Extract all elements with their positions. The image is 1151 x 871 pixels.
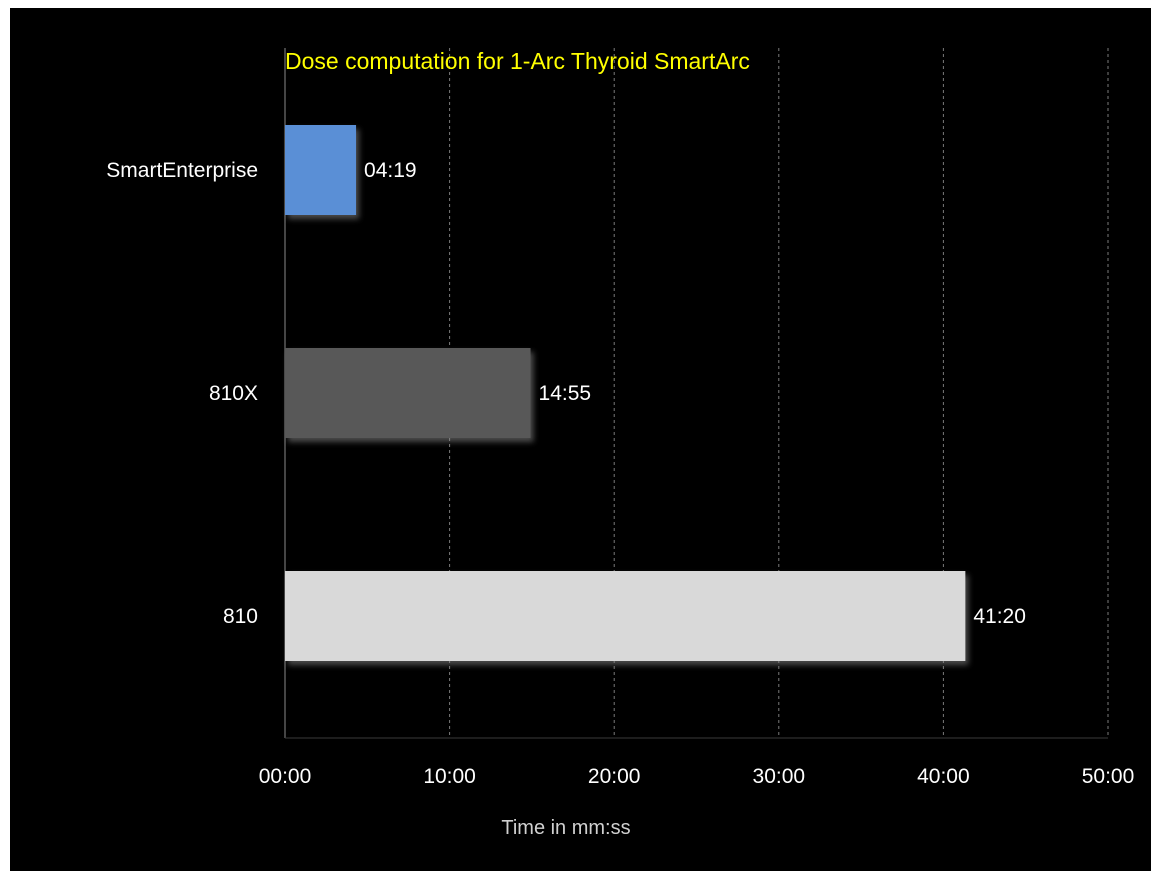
gridlines bbox=[284, 48, 1109, 739]
x-tick-label: 40:00 bbox=[917, 765, 970, 788]
bar-chart: 00:00 10:00 20:00 30:00 40:00 50:00 SmartEnter… bbox=[106, 48, 1134, 839]
labels: 00:00 10:00 20:00 30:00 40:00 50:00 SmartEnter… bbox=[106, 159, 1134, 788]
x-axis-title: Time in mm:ss bbox=[501, 817, 630, 839]
data-label: 41:20 bbox=[973, 605, 1026, 628]
category-label: 810 bbox=[223, 605, 258, 628]
bar bbox=[285, 571, 966, 661]
x-tick-label: 20:00 bbox=[588, 765, 641, 788]
x-tick-label: 50:00 bbox=[1082, 765, 1135, 788]
x-tick-label: 10:00 bbox=[423, 765, 476, 788]
chart-title: Dose computation for 1-Arc Thyroid Smart… bbox=[285, 48, 750, 74]
bar bbox=[285, 348, 531, 438]
chart-frame: 00:00 10:00 20:00 30:00 40:00 50:00 SmartEnter… bbox=[10, 8, 1151, 871]
x-tick-label: 00:00 bbox=[259, 765, 312, 788]
category-label: 810X bbox=[209, 382, 258, 405]
data-label: 14:55 bbox=[539, 382, 592, 405]
x-tick-label: 30:00 bbox=[753, 765, 806, 788]
bar bbox=[285, 125, 357, 215]
bars bbox=[285, 125, 966, 661]
data-label: 04:19 bbox=[364, 159, 417, 182]
category-label: SmartEnterprise bbox=[106, 159, 258, 182]
